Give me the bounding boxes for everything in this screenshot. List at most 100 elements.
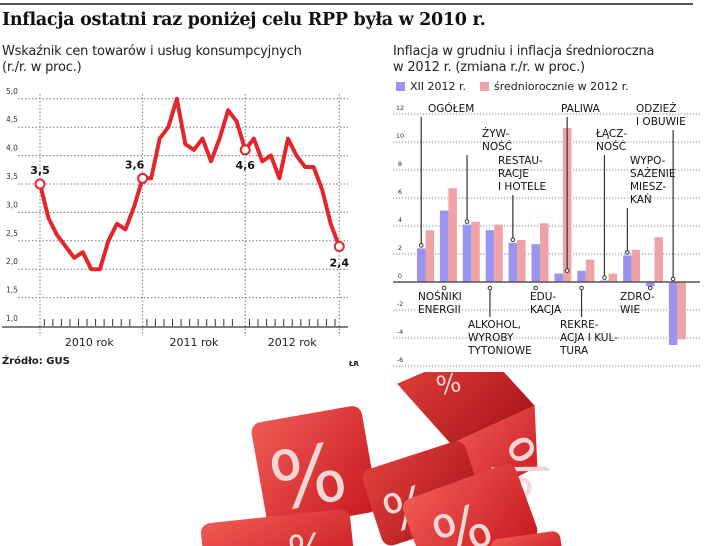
bar-chart-subtitle-line1: Inflacja w grudniu i inflacja średnioroc… bbox=[393, 44, 655, 59]
category-label-text: NOŚĆ bbox=[596, 140, 626, 153]
year-label: 2012 rok bbox=[268, 336, 318, 349]
category-label-text: EDU- bbox=[530, 291, 556, 303]
y-tick-label: 2,5 bbox=[6, 229, 18, 238]
category-label: PALIWA bbox=[561, 103, 601, 273]
top-rule bbox=[0, 3, 693, 5]
svg-text:%: % bbox=[286, 525, 329, 546]
category-label-text: ODZIEŻ bbox=[636, 102, 676, 115]
category-label-text: TYTONIOWE bbox=[467, 345, 532, 357]
y-tick-label: 1,5 bbox=[6, 286, 18, 295]
category-label: REKRE-ACJA I KUL-TURA bbox=[559, 285, 618, 357]
y-tick-label: 3,0 bbox=[6, 200, 18, 209]
data-point-marker bbox=[34, 178, 46, 190]
category-label-text: PALIWA bbox=[561, 103, 601, 115]
bar bbox=[417, 248, 426, 282]
bar bbox=[448, 188, 457, 282]
y-tick-label: 4,0 bbox=[6, 144, 18, 153]
y-tick-label: 1,0 bbox=[6, 314, 18, 323]
line-chart-subtitle-line1: Wskaźnik cen towarów i usług konsumpcyjn… bbox=[2, 44, 302, 59]
die-icon bbox=[491, 531, 563, 546]
category-label: ZDRO-WIE bbox=[620, 285, 655, 316]
bar bbox=[471, 221, 480, 282]
legend-swatch-icon bbox=[480, 82, 490, 91]
data-point-marker bbox=[137, 172, 149, 184]
bar bbox=[585, 259, 595, 282]
die-icon: % bbox=[402, 463, 538, 546]
bar bbox=[425, 230, 434, 282]
category-label-text: OGÓŁEM bbox=[428, 102, 474, 115]
bar bbox=[654, 237, 663, 282]
bar bbox=[608, 273, 618, 282]
bar bbox=[462, 224, 472, 282]
y-tick-label: 12 bbox=[396, 104, 404, 112]
y-tick-label: -6 bbox=[397, 356, 403, 364]
legend-label: średniorocznie w 2012 r. bbox=[494, 80, 629, 93]
leader-dot bbox=[602, 275, 607, 280]
category-label-text: MIESZ- bbox=[630, 181, 666, 193]
y-tick-label: -2 bbox=[397, 300, 403, 308]
bar bbox=[494, 224, 503, 282]
category-label: ŻYW-NOŚĆ bbox=[464, 127, 512, 224]
y-tick-label: 10 bbox=[396, 132, 404, 140]
leader-dot bbox=[670, 276, 676, 282]
line-chart-subtitle-line2: (r./r. w proc.) bbox=[2, 60, 82, 75]
category-label-text: NOŚNIKI bbox=[418, 290, 462, 303]
leader-dot bbox=[441, 285, 447, 291]
leader-dot bbox=[533, 285, 539, 291]
category-label-text: WYPO- bbox=[630, 155, 666, 167]
category-label-text: ŁĄCZ- bbox=[595, 128, 627, 140]
category-label-text: I OBUWIE bbox=[636, 116, 686, 128]
category-label-text: RACJE bbox=[498, 168, 529, 180]
category-label-text: NOŚĆ bbox=[482, 140, 512, 153]
data-point-marker bbox=[239, 144, 251, 156]
category-label: EDU-KACJA bbox=[530, 285, 562, 316]
bar bbox=[531, 244, 540, 282]
y-tick-label: 2 bbox=[398, 244, 402, 252]
svg-text:%: % bbox=[434, 372, 464, 402]
y-tick-label: 4 bbox=[398, 216, 402, 224]
category-label-text: ACJA I KUL- bbox=[560, 332, 618, 344]
y-tick-label: 0 bbox=[398, 272, 402, 280]
category-label: OGÓŁEM bbox=[418, 102, 474, 248]
category-label-text: SAŻENIE bbox=[630, 167, 675, 180]
year-label: 2011 rok bbox=[169, 336, 219, 349]
die-icon: % bbox=[251, 406, 378, 530]
category-label-text: TURA bbox=[559, 345, 589, 357]
category-label-text: I HOTELE bbox=[498, 181, 546, 193]
data-point-marker bbox=[333, 240, 345, 252]
legend-swatch-icon bbox=[396, 82, 405, 91]
leader-dot bbox=[647, 285, 653, 291]
category-label: ŁĄCZ-NOŚĆ bbox=[595, 128, 627, 280]
category-label-text: REKRE- bbox=[560, 319, 599, 331]
category-label-text: ŻYW- bbox=[482, 127, 510, 140]
data-point-label: 2,4 bbox=[330, 256, 350, 269]
leader-dot bbox=[625, 250, 630, 255]
y-tick-label: 8 bbox=[398, 160, 402, 168]
y-tick-label: 3,5 bbox=[6, 172, 18, 181]
bar bbox=[485, 230, 495, 282]
bar bbox=[631, 249, 641, 282]
source-note: Źródło: GUS bbox=[2, 356, 70, 367]
percent-dice-image: % % % % % % bbox=[200, 372, 566, 546]
data-point-label: 3,6 bbox=[125, 158, 145, 171]
year-label: 2010 rok bbox=[65, 336, 115, 349]
legend-label: XII 2012 r. bbox=[410, 80, 467, 93]
bar bbox=[554, 273, 563, 282]
bar bbox=[577, 270, 586, 282]
category-label-text: ENERGII bbox=[418, 304, 461, 316]
y-tick-label: 2,0 bbox=[6, 257, 18, 266]
headline: Inflacja ostatni raz poniżej celu RPP by… bbox=[2, 10, 486, 30]
bar bbox=[517, 240, 526, 282]
category-label-text: KAŃ bbox=[630, 193, 652, 206]
category-label-text: WYROBY bbox=[468, 332, 514, 344]
leader-dot bbox=[487, 285, 493, 291]
leader-dot bbox=[464, 219, 470, 224]
bar bbox=[508, 242, 518, 282]
cpi-line bbox=[38, 96, 342, 272]
category-label-text: ZDRO- bbox=[620, 291, 655, 303]
